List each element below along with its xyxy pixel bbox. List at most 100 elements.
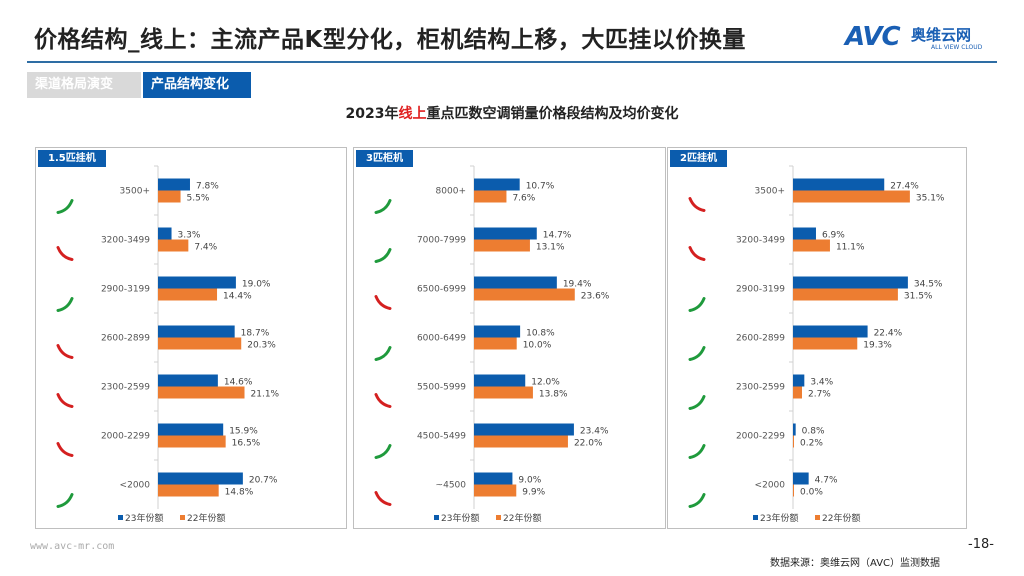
- bar-23: [793, 423, 796, 436]
- bar-23: [158, 423, 224, 436]
- panel-3hp-floor: 3匹柜机 8000+ 10.7% 7.6% 7000-7999 14.7% 13.1% 65…: [353, 147, 666, 529]
- chart-subtitle: 2023年线上重点匹数空调销量价格段结构及均价变化: [0, 103, 1024, 123]
- bar-22: [793, 484, 794, 497]
- bar-22: [793, 288, 898, 301]
- category-label: 3500+: [755, 187, 785, 197]
- bar-22: [158, 435, 226, 448]
- data-label: 9.9%: [522, 488, 545, 498]
- category-label: 3200-3499: [101, 236, 150, 246]
- data-label: 4.7%: [815, 476, 838, 486]
- bar-22: [793, 337, 858, 350]
- trend-down-arrow-icon: [374, 491, 392, 506]
- data-label: 14.8%: [225, 488, 254, 498]
- trend-up-arrow-icon: [374, 346, 392, 361]
- logo-cn: 奥维云网: [911, 26, 972, 44]
- data-label: 3.3%: [178, 231, 201, 241]
- legend-label: 23年份额: [125, 512, 163, 524]
- bar-23: [158, 178, 190, 191]
- trend-down-arrow-icon: [56, 344, 74, 359]
- panel-2hp-wall: 2匹挂机 3500+ 27.4% 35.1% 3200-3499 6.9% 11.1% 29…: [667, 147, 967, 529]
- footer-url: www.avc-mr.com: [30, 541, 115, 552]
- bar-23: [158, 276, 236, 289]
- bar-23: [474, 276, 557, 289]
- avc-logo: AVC 奥维云网 ALL VIEW CLOUD: [845, 22, 1005, 56]
- bar-22: [474, 435, 568, 448]
- bar-22: [158, 288, 218, 301]
- category-label: 2000-2299: [736, 432, 785, 442]
- category-label: 2900-3199: [736, 285, 785, 295]
- subtitle-prefix: 2023年: [345, 106, 399, 122]
- trend-up-arrow-icon: [374, 248, 392, 263]
- logo-en: ALL VIEW CLOUD: [931, 44, 983, 51]
- legend-swatch: [815, 515, 820, 520]
- bar-23: [158, 227, 172, 240]
- category-label: 2600-2899: [101, 334, 150, 344]
- data-label: 7.6%: [512, 194, 535, 204]
- data-label: 16.5%: [232, 439, 261, 449]
- bar-22: [474, 386, 533, 399]
- bar-22: [474, 484, 517, 497]
- category-label: 2300-2599: [736, 383, 785, 393]
- bar-22: [158, 190, 181, 203]
- trend-down-arrow-icon: [688, 197, 706, 212]
- category-label: 3200-3499: [736, 236, 785, 246]
- data-label: 31.5%: [904, 292, 933, 302]
- bar-22: [158, 386, 245, 399]
- bar-23: [793, 178, 885, 191]
- data-label: 23.4%: [580, 427, 609, 437]
- bar-chart: 3500+ 27.4% 35.1% 3200-3499 6.9% 11.1% 2900-31…: [688, 165, 945, 524]
- legend-label: 22年份额: [187, 512, 225, 524]
- page-number: -18-: [968, 537, 994, 552]
- bar-22: [158, 337, 242, 350]
- data-label: 14.7%: [543, 231, 572, 241]
- trend-up-arrow-icon: [56, 199, 74, 214]
- data-label: 35.1%: [916, 194, 945, 204]
- header-divider: [27, 61, 997, 63]
- tab-channel[interactable]: 渠道格局演变: [27, 72, 141, 98]
- legend-label: 22年份额: [503, 512, 541, 524]
- data-label: 18.7%: [241, 329, 270, 339]
- bar-23: [793, 227, 816, 240]
- bar-22: [474, 288, 575, 301]
- category-label: ~4500: [436, 481, 467, 491]
- legend-label: 22年份额: [822, 512, 860, 524]
- data-label: 20.3%: [247, 341, 276, 351]
- data-label: 0.8%: [802, 427, 825, 437]
- bar-22: [474, 337, 517, 350]
- trend-down-arrow-icon: [374, 393, 392, 408]
- tab-product-structure[interactable]: 产品结构变化: [143, 72, 251, 98]
- trend-up-arrow-icon: [688, 395, 706, 410]
- legend-swatch: [434, 515, 439, 520]
- bar-22: [793, 435, 794, 448]
- trend-up-arrow-icon: [688, 493, 706, 508]
- data-label: 20.7%: [249, 476, 278, 486]
- bar-22: [793, 239, 830, 252]
- data-label: 34.5%: [914, 280, 943, 290]
- bar-23: [158, 374, 218, 387]
- bar-22: [158, 239, 189, 252]
- trend-down-arrow-icon: [688, 246, 706, 261]
- bar-23: [158, 325, 235, 338]
- legend-label: 23年份额: [441, 512, 479, 524]
- data-label: 10.0%: [523, 341, 552, 351]
- bar-23: [474, 227, 537, 240]
- bar-23: [474, 423, 574, 436]
- data-label: 10.8%: [526, 329, 555, 339]
- category-label: 8000+: [436, 187, 466, 197]
- bar-23: [158, 472, 243, 485]
- data-label: 27.4%: [890, 182, 919, 192]
- category-label: <2000: [120, 481, 151, 491]
- legend-label: 23年份额: [760, 512, 798, 524]
- data-label: 22.4%: [874, 329, 903, 339]
- panel-title: 2匹挂机: [670, 150, 727, 167]
- data-label: 9.0%: [518, 476, 541, 486]
- legend-swatch: [118, 515, 123, 520]
- bar-23: [474, 472, 513, 485]
- bar-chart: 8000+ 10.7% 7.6% 7000-7999 14.7% 13.1% 6500-69…: [374, 165, 610, 524]
- data-label: 7.8%: [196, 182, 219, 192]
- bar-23: [474, 178, 520, 191]
- bar-23: [793, 325, 868, 338]
- data-label: 2.7%: [808, 390, 831, 400]
- data-label: 19.4%: [563, 280, 592, 290]
